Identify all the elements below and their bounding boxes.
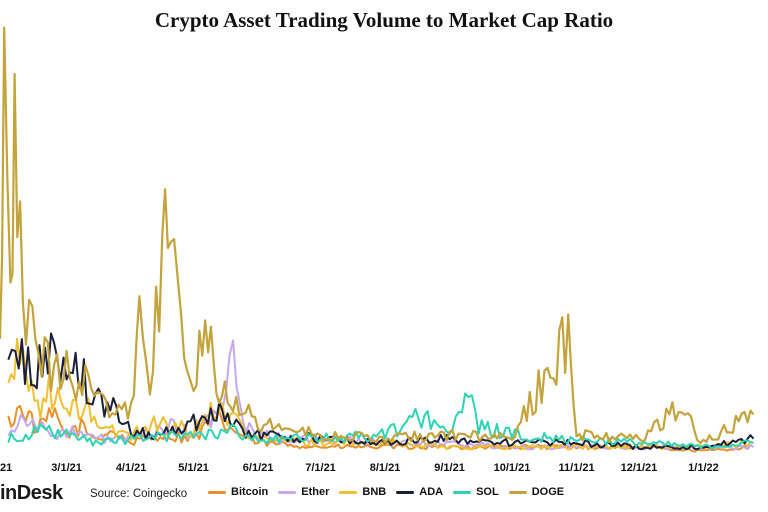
x-tick-label: 12/1/21 bbox=[621, 462, 658, 474]
series-line-bitcoin bbox=[7, 404, 754, 453]
x-tick-label: 10/1/21 bbox=[494, 462, 531, 474]
legend-swatch bbox=[339, 490, 358, 494]
series-line-ada bbox=[7, 332, 755, 451]
chart-title: Crypto Asset Trading Volume to Market Ca… bbox=[154, 8, 614, 32]
series-line-sol bbox=[7, 392, 754, 450]
legend-item-bnb: BNB bbox=[339, 486, 386, 498]
legend-label: Bitcoin bbox=[231, 486, 269, 498]
x-tick-label: 6/1/21 bbox=[243, 462, 274, 474]
legend-swatch bbox=[208, 490, 226, 494]
series-line-doge bbox=[0, 26, 755, 445]
x-tick-label: 4/1/21 bbox=[116, 462, 147, 474]
chart-legend: Bitcoin Ether BNB ADA SOL DOGE bbox=[208, 486, 574, 498]
legend-label: DOGE bbox=[531, 486, 565, 498]
legend-label: SOL bbox=[476, 486, 499, 498]
legend-swatch bbox=[396, 490, 415, 494]
legend-item-bitcoin: Bitcoin bbox=[208, 486, 268, 498]
x-tick-label: 21 bbox=[0, 462, 12, 474]
chart-footer: inDesk Source: Coingecko Bitcoin Ether BNB… bbox=[0, 480, 768, 512]
series-line-ether bbox=[7, 339, 754, 451]
x-tick-label: 7/1/21 bbox=[305, 462, 336, 474]
legend-swatch bbox=[508, 490, 527, 494]
legend-swatch bbox=[453, 490, 472, 494]
line-chart: 21 3/1/21 4/1/21 5/1/21 6/1/21 7/1/21 8/1/21 9/… bbox=[0, 26, 755, 474]
source-note: Source: Coingecko bbox=[90, 488, 188, 500]
legend-label: BNB bbox=[362, 486, 387, 498]
series-line-bnb bbox=[7, 337, 754, 451]
legend-swatch bbox=[278, 490, 297, 494]
x-tick-label: 8/1/21 bbox=[370, 462, 401, 474]
x-tick-label: 11/1/21 bbox=[558, 462, 594, 474]
legend-label: ADA bbox=[419, 486, 444, 498]
coindesk-logo: inDesk bbox=[0, 482, 63, 504]
legend-item-ada: ADA bbox=[396, 486, 443, 498]
x-tick-label: 5/1/21 bbox=[178, 462, 209, 474]
legend-label: Ether bbox=[301, 486, 330, 498]
x-tick-label: 9/1/21 bbox=[434, 462, 465, 474]
legend-item-ether: Ether bbox=[278, 486, 329, 498]
legend-item-sol: SOL bbox=[453, 486, 499, 498]
x-tick-label: 1/1/22 bbox=[688, 462, 719, 474]
x-tick-label: 3/1/21 bbox=[51, 462, 82, 474]
legend-item-doge: DOGE bbox=[508, 486, 565, 498]
